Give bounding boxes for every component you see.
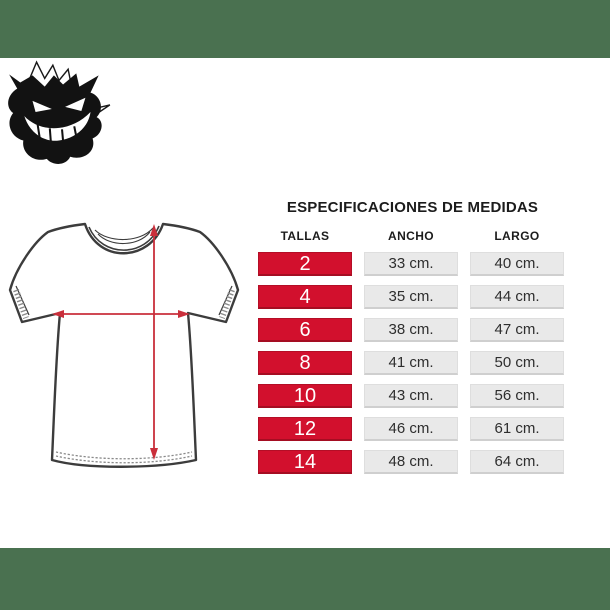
size-cell: 12 <box>258 417 352 441</box>
ancho-arrow <box>52 310 190 318</box>
size-cell: 8 <box>258 351 352 375</box>
ancho-cell: 33 cm. <box>364 252 458 276</box>
largo-arrow <box>150 224 158 460</box>
table-row: 10 43 cm. 56 cm. <box>258 384 566 408</box>
table-header-row: TALLAS ANCHO LARGO <box>258 229 566 243</box>
ancho-cell: 38 cm. <box>364 318 458 342</box>
largo-cell: 44 cm. <box>470 285 564 309</box>
table-row: 8 41 cm. 50 cm. <box>258 351 566 375</box>
table-body: 2 33 cm. 40 cm. 4 35 cm. 44 cm. 6 38 cm. 47 cm. 8… <box>258 252 566 474</box>
largo-cell: 50 cm. <box>470 351 564 375</box>
ancho-cell: 48 cm. <box>364 450 458 474</box>
bottom-green-band <box>0 548 610 610</box>
size-cell: 14 <box>258 450 352 474</box>
size-cell: 10 <box>258 384 352 408</box>
size-cell: 2 <box>258 252 352 276</box>
gengar-silhouette-icon <box>8 60 111 164</box>
ancho-cell: 46 cm. <box>364 417 458 441</box>
table-row: 12 46 cm. 61 cm. <box>258 417 566 441</box>
size-cell: 6 <box>258 318 352 342</box>
chart-title: ESPECIFICACIONES DE MEDIDAS <box>286 199 539 216</box>
largo-cell: 64 cm. <box>470 450 564 474</box>
largo-cell: 40 cm. <box>470 252 564 276</box>
table-row: 6 38 cm. 47 cm. <box>258 318 566 342</box>
largo-cell: 56 cm. <box>470 384 564 408</box>
size-cell: 4 <box>258 285 352 309</box>
table-row: 4 35 cm. 44 cm. <box>258 285 566 309</box>
largo-cell: 47 cm. <box>470 318 564 342</box>
ancho-cell: 41 cm. <box>364 351 458 375</box>
largo-cell: 61 cm. <box>470 417 564 441</box>
column-header-tallas: TALLAS <box>280 229 330 243</box>
table-row: 2 33 cm. 40 cm. <box>258 252 566 276</box>
column-header-largo: LARGO <box>494 229 540 243</box>
top-green-band <box>0 0 610 58</box>
size-table: TALLAS ANCHO LARGO 2 33 cm. 40 cm. 4 35 cm. 4… <box>258 229 566 474</box>
tshirt-measurement-diagram <box>8 222 240 468</box>
table-row: 14 48 cm. 64 cm. <box>258 450 566 474</box>
column-header-ancho: ANCHO <box>388 229 434 243</box>
ancho-cell: 43 cm. <box>364 384 458 408</box>
ancho-cell: 35 cm. <box>364 285 458 309</box>
